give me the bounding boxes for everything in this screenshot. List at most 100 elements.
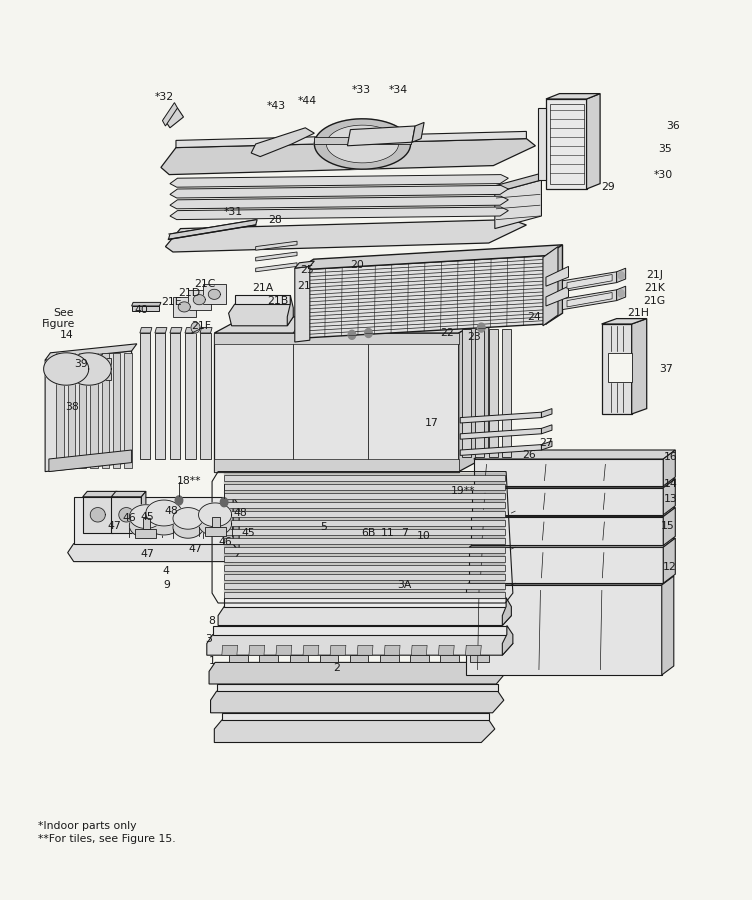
Polygon shape bbox=[460, 412, 541, 423]
Polygon shape bbox=[44, 353, 89, 385]
Text: 21A: 21A bbox=[253, 283, 274, 293]
Polygon shape bbox=[135, 529, 156, 538]
Text: 3: 3 bbox=[205, 634, 213, 644]
Polygon shape bbox=[608, 353, 632, 382]
Text: *32: *32 bbox=[154, 92, 174, 103]
Polygon shape bbox=[330, 645, 346, 655]
Polygon shape bbox=[471, 517, 663, 545]
Text: 46: 46 bbox=[123, 513, 136, 524]
Polygon shape bbox=[173, 297, 196, 317]
Polygon shape bbox=[470, 655, 489, 662]
Polygon shape bbox=[502, 626, 513, 655]
Text: 16: 16 bbox=[664, 452, 678, 463]
Text: 21E: 21E bbox=[161, 297, 182, 308]
Text: 13: 13 bbox=[664, 493, 678, 504]
Polygon shape bbox=[113, 491, 117, 533]
Polygon shape bbox=[618, 290, 624, 297]
Polygon shape bbox=[111, 497, 141, 533]
Polygon shape bbox=[207, 634, 513, 655]
Polygon shape bbox=[129, 514, 162, 537]
Polygon shape bbox=[546, 266, 569, 286]
Polygon shape bbox=[165, 220, 526, 252]
Polygon shape bbox=[495, 180, 541, 229]
Polygon shape bbox=[502, 329, 511, 457]
Text: 47: 47 bbox=[108, 520, 121, 531]
Polygon shape bbox=[546, 94, 600, 99]
Polygon shape bbox=[438, 645, 454, 655]
Polygon shape bbox=[541, 409, 552, 418]
Polygon shape bbox=[224, 493, 505, 499]
Text: 27: 27 bbox=[539, 437, 553, 448]
Polygon shape bbox=[412, 122, 424, 142]
Polygon shape bbox=[502, 598, 511, 626]
Polygon shape bbox=[220, 498, 228, 507]
Text: 38: 38 bbox=[65, 401, 79, 412]
Polygon shape bbox=[161, 139, 535, 175]
Polygon shape bbox=[214, 317, 489, 333]
Polygon shape bbox=[380, 655, 399, 662]
Text: *Indoor parts only: *Indoor parts only bbox=[38, 821, 136, 832]
Polygon shape bbox=[200, 328, 212, 333]
Polygon shape bbox=[295, 266, 310, 342]
Polygon shape bbox=[113, 353, 120, 468]
Text: 1: 1 bbox=[208, 656, 216, 667]
Polygon shape bbox=[205, 527, 226, 536]
Text: 7: 7 bbox=[401, 527, 408, 538]
Polygon shape bbox=[214, 720, 495, 742]
Polygon shape bbox=[90, 508, 105, 522]
Polygon shape bbox=[224, 592, 505, 598]
Polygon shape bbox=[251, 128, 314, 157]
Polygon shape bbox=[460, 445, 541, 455]
Polygon shape bbox=[562, 272, 617, 292]
Polygon shape bbox=[185, 333, 196, 459]
Polygon shape bbox=[469, 538, 675, 547]
Polygon shape bbox=[178, 302, 190, 312]
Text: 40: 40 bbox=[135, 304, 148, 315]
Polygon shape bbox=[541, 425, 552, 434]
Polygon shape bbox=[348, 330, 356, 339]
Polygon shape bbox=[472, 479, 675, 488]
Polygon shape bbox=[129, 505, 162, 528]
Text: 14: 14 bbox=[59, 329, 73, 340]
Text: 11: 11 bbox=[381, 527, 395, 538]
Text: 21B: 21B bbox=[268, 295, 289, 306]
Polygon shape bbox=[411, 645, 427, 655]
Polygon shape bbox=[474, 450, 675, 459]
Polygon shape bbox=[320, 655, 338, 662]
Polygon shape bbox=[469, 547, 663, 583]
Polygon shape bbox=[602, 319, 647, 324]
Polygon shape bbox=[276, 645, 292, 655]
Text: *34: *34 bbox=[389, 85, 408, 95]
Text: 45: 45 bbox=[241, 527, 255, 538]
Polygon shape bbox=[66, 353, 111, 385]
Text: 21C: 21C bbox=[194, 279, 215, 290]
Polygon shape bbox=[68, 353, 75, 468]
Polygon shape bbox=[209, 662, 507, 684]
Polygon shape bbox=[224, 583, 505, 589]
Polygon shape bbox=[384, 645, 400, 655]
Polygon shape bbox=[489, 329, 498, 457]
Text: *33: *33 bbox=[351, 85, 371, 95]
Polygon shape bbox=[224, 556, 505, 562]
Polygon shape bbox=[224, 502, 505, 508]
Polygon shape bbox=[140, 333, 150, 459]
Text: See: See bbox=[53, 308, 74, 319]
Polygon shape bbox=[213, 626, 507, 634]
Polygon shape bbox=[663, 450, 675, 486]
Polygon shape bbox=[538, 108, 546, 180]
Polygon shape bbox=[211, 691, 504, 713]
Polygon shape bbox=[256, 263, 297, 272]
Text: 18**: 18** bbox=[177, 475, 202, 486]
Text: 28: 28 bbox=[268, 214, 282, 225]
Polygon shape bbox=[546, 245, 562, 324]
Text: 21K: 21K bbox=[644, 283, 665, 293]
Polygon shape bbox=[170, 207, 508, 220]
Polygon shape bbox=[287, 295, 293, 326]
Text: 14: 14 bbox=[664, 479, 678, 490]
Polygon shape bbox=[350, 655, 368, 662]
Text: 29: 29 bbox=[601, 182, 614, 193]
Polygon shape bbox=[495, 173, 543, 193]
Polygon shape bbox=[173, 508, 203, 529]
Polygon shape bbox=[170, 333, 180, 459]
Polygon shape bbox=[74, 497, 233, 544]
